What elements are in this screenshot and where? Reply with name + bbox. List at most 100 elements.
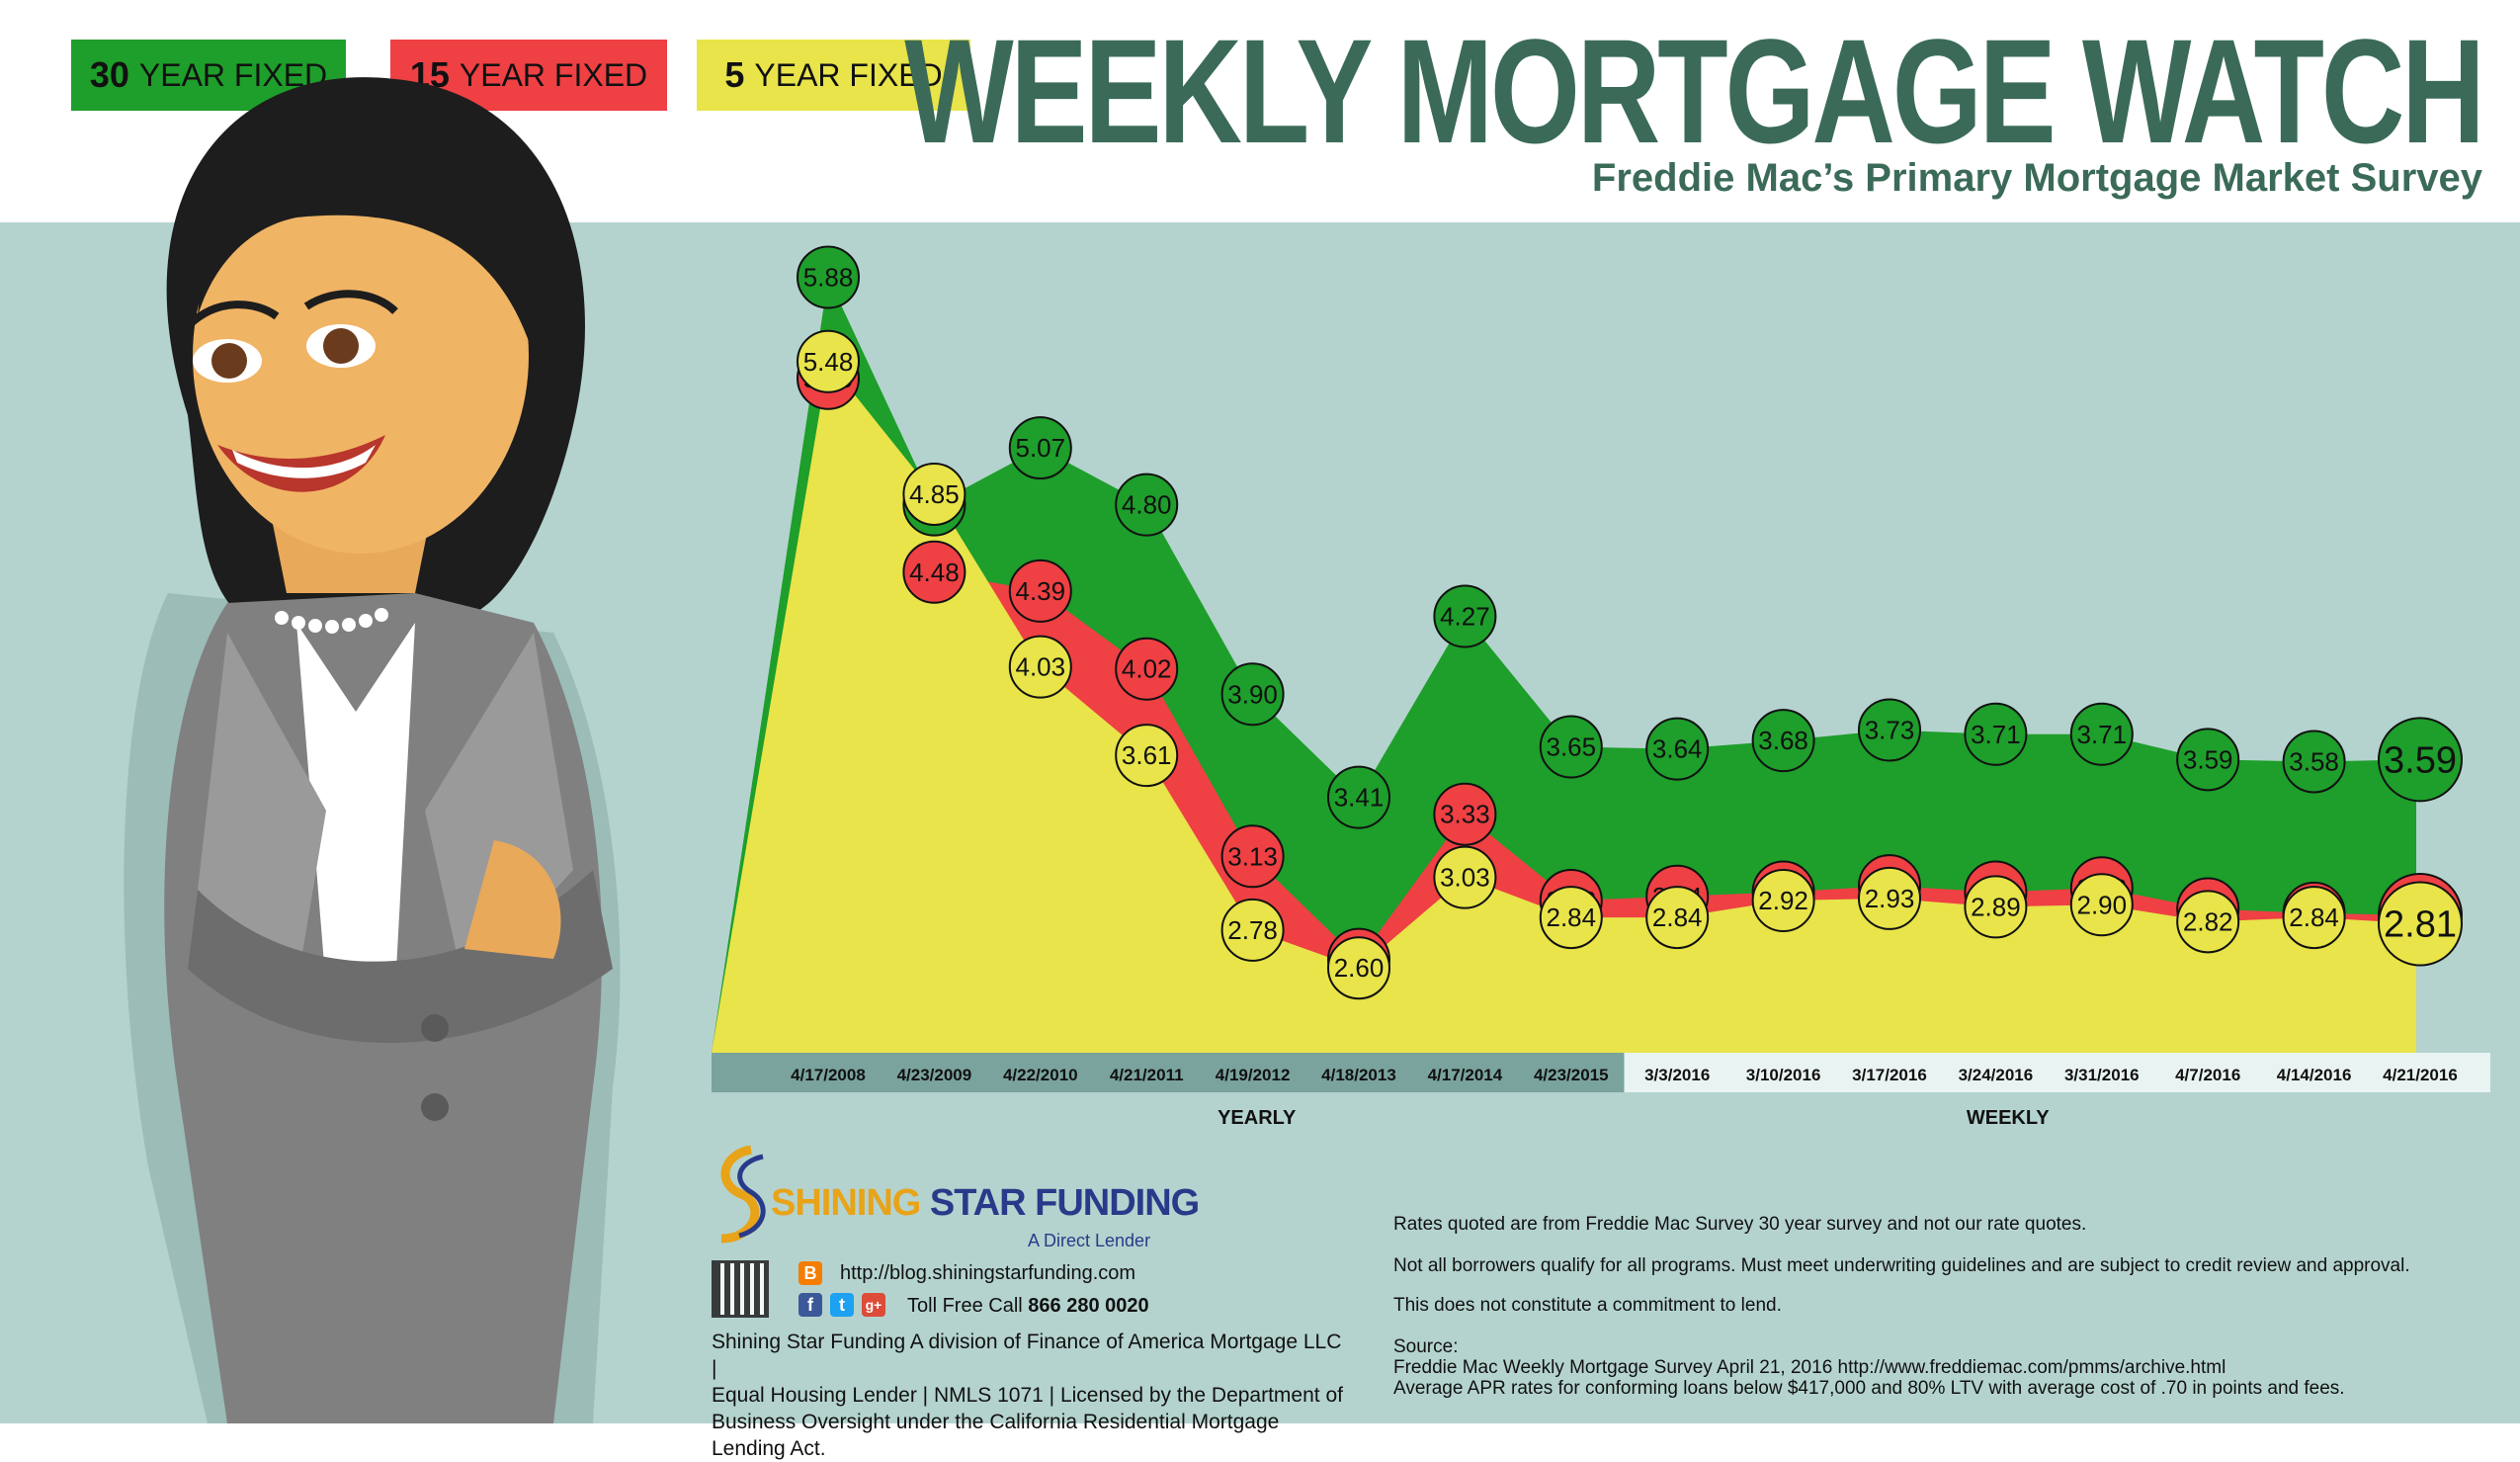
data-point: 2.84: [1539, 886, 1603, 950]
data-label: 3.64: [1652, 734, 1703, 764]
data-point-marker: [1858, 698, 1921, 762]
data-label: 3.65: [1546, 732, 1596, 762]
note-source-url: Freddie Mac Weekly Mortgage Survey April…: [1393, 1357, 2226, 1378]
data-point-marker: [2378, 717, 2463, 803]
data-point: 5.07: [1008, 416, 1072, 480]
data-point: 3.03: [1433, 845, 1497, 909]
data-point: 3.41: [1327, 765, 1390, 829]
data-label: 2.60: [1334, 953, 1385, 983]
data-point: 2.84: [1645, 886, 1710, 950]
data-point-marker: [1327, 765, 1390, 829]
data-label: 4.85: [909, 479, 960, 509]
legend-15-label: YEAR FIXED: [459, 56, 648, 93]
data-point-marker: [1220, 898, 1285, 962]
data-point: 3.59: [2378, 717, 2463, 803]
data-point-marker: [1433, 845, 1497, 909]
data-label: 4.39: [1015, 576, 1065, 606]
data-point: 4.03: [1008, 635, 1072, 699]
data-point-marker: [2069, 873, 2134, 937]
data-point-marker: [1964, 702, 2028, 766]
data-point: 3.90: [1220, 662, 1285, 727]
facebook-icon[interactable]: f: [798, 1293, 822, 1317]
data-label: 3.59: [2183, 744, 2233, 774]
data-point: 2.92: [1751, 869, 1815, 933]
data-label: 4.27: [1440, 601, 1490, 631]
data-point-marker: [1751, 709, 1815, 773]
google-plus-icon[interactable]: g+: [862, 1293, 885, 1317]
blog-link[interactable]: http://blog.shiningstarfunding.com: [840, 1262, 1136, 1284]
data-point-marker: [1008, 559, 1072, 623]
data-label: 3.61: [1122, 740, 1172, 770]
logo-tagline: A Direct Lender: [1028, 1231, 1151, 1250]
data-label: 3.03: [1440, 863, 1490, 893]
x-tick-label: 4/14/2016: [2277, 1066, 2352, 1084]
data-point: 2.89: [1964, 875, 2028, 939]
company-line-1: Shining Star Funding A division of Finan…: [712, 1331, 1342, 1380]
axis-band-weekly: [1624, 1053, 2490, 1092]
chart-areas: [712, 277, 2420, 1053]
data-point-marker: [2282, 886, 2346, 950]
data-label: 3.71: [1971, 720, 2021, 749]
blogger-icon[interactable]: B: [798, 1261, 822, 1285]
data-point: 3.58: [2282, 730, 2346, 794]
data-label: 5.07: [1015, 433, 1065, 463]
data-point: 2.78: [1220, 898, 1285, 962]
chart-axis: 4/17/2008 4/23/2009 4/22/2010 4/21/2011 4/19…: [712, 1053, 2490, 1129]
note-rates-source: Rates quoted are from Freddie Mac Survey…: [1393, 1214, 2087, 1235]
company-disclosure: Shining Star Funding A division of Finan…: [712, 1329, 1344, 1462]
phone-line: Toll Free Call 866 280 0020: [907, 1295, 1149, 1318]
data-point-marker: [797, 329, 860, 393]
data-label: 5.48: [803, 347, 854, 377]
data-label: 3.68: [1758, 726, 1808, 755]
note-commitment: This does not constitute a commitment to…: [1393, 1295, 1782, 1316]
data-point-marker: [1220, 824, 1285, 889]
data-point-marker: [2378, 881, 2463, 967]
data-point-marker: [1539, 715, 1603, 779]
data-point-marker: [2069, 702, 2134, 766]
legend-5-label: YEAR FIXED: [754, 56, 943, 93]
data-point: 2.93: [1858, 866, 1921, 930]
data-point: 2.81: [2378, 881, 2463, 967]
data-label: 4.80: [1122, 490, 1172, 520]
data-point-marker: [1115, 637, 1179, 701]
x-tick-label: 4/7/2016: [2175, 1066, 2240, 1084]
data-point-marker: [1858, 866, 1921, 930]
data-point: 2.84: [2282, 886, 2346, 950]
data-label: 3.90: [1227, 679, 1278, 709]
data-label: 2.84: [2289, 903, 2339, 932]
x-tick-label: 4/17/2008: [791, 1066, 866, 1084]
legend-5-bold: 5: [724, 54, 745, 95]
company-logo-text: SHINING STAR FUNDING: [771, 1182, 1200, 1225]
data-point: 2.90: [2069, 873, 2134, 937]
data-point: 2.82: [2176, 890, 2240, 954]
data-label: 5.88: [803, 263, 854, 293]
data-label: 2.82: [2183, 906, 2233, 936]
mortgage-rate-chart: 4/17/2008 4/23/2009 4/22/2010 4/21/2011 4/19…: [712, 245, 2490, 1129]
data-point: 4.39: [1008, 559, 1072, 623]
data-label: 2.84: [1546, 903, 1596, 932]
data-point: 3.64: [1645, 717, 1710, 781]
area-5-year-fixed: [712, 361, 2420, 1053]
data-point: 5.88: [797, 245, 860, 309]
data-point-marker: [1327, 936, 1390, 1000]
x-tick-label: 4/18/2013: [1321, 1066, 1396, 1084]
data-point: 3.71: [1964, 702, 2028, 766]
data-point-marker: [1433, 584, 1497, 648]
group-label-weekly: WEEKLY: [1967, 1107, 2050, 1129]
data-point-marker: [1220, 662, 1285, 727]
shining-star-logo-icon: [720, 1145, 766, 1244]
data-point: 2.60: [1327, 936, 1390, 1000]
phone-prefix: Toll Free Call: [907, 1295, 1023, 1317]
data-point: 5.48: [797, 329, 860, 393]
x-tick-label: 4/21/2016: [2383, 1066, 2458, 1084]
twitter-icon[interactable]: t: [830, 1293, 854, 1317]
x-tick-label: 4/23/2015: [1534, 1066, 1609, 1084]
data-label: 2.81: [2384, 903, 2457, 945]
page-title: WEEKLY MORTGAGE WATCH: [904, 8, 2485, 174]
data-point-marker: [1645, 717, 1710, 781]
data-label: 3.59: [2384, 739, 2457, 781]
company-line-2: Equal Housing Lender | NMLS 1071 | Licen…: [712, 1384, 1343, 1407]
data-point-marker: [1964, 875, 2028, 939]
data-point: 4.48: [902, 540, 966, 604]
data-point: 3.68: [1751, 709, 1815, 773]
